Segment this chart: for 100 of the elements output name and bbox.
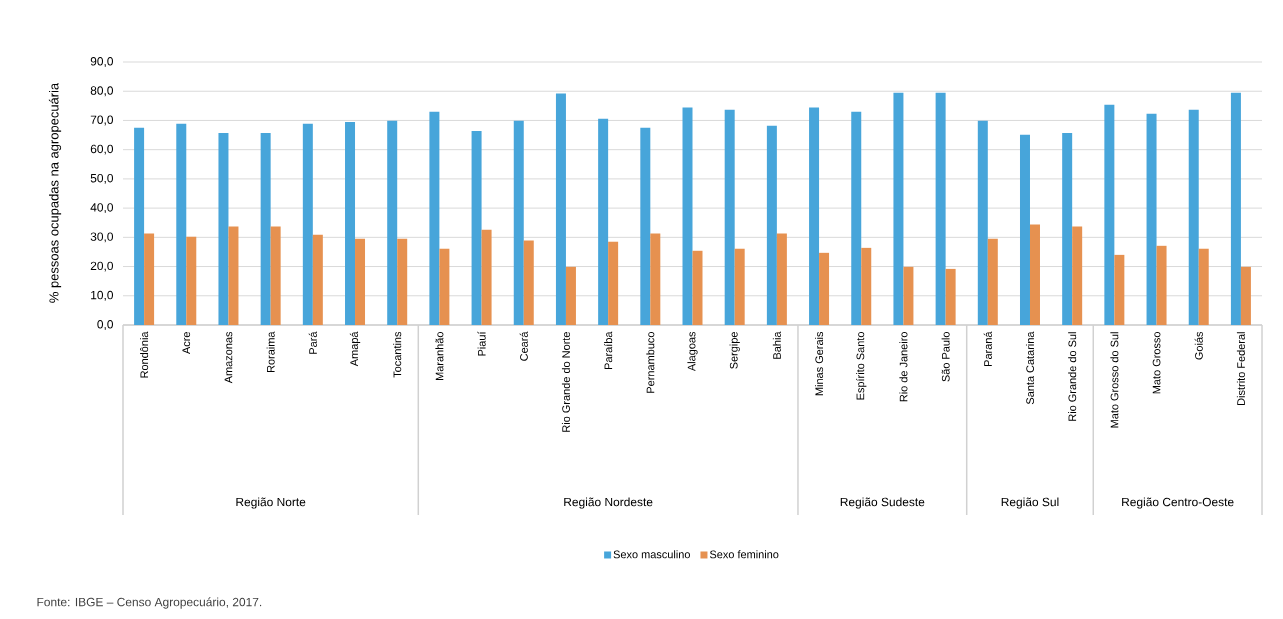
- x-tick-label: Espírito Santo: [856, 332, 867, 400]
- x-tick-label: Bahia: [772, 331, 781, 359]
- x-tick-label: Paraíba: [604, 331, 613, 369]
- bar: [176, 123, 187, 325]
- bar: [861, 247, 872, 325]
- bar: [1029, 224, 1040, 325]
- y-tick-label: 0,0: [97, 320, 114, 330]
- y-tick-label: 70,0: [90, 115, 114, 126]
- bar: [935, 92, 946, 325]
- bar: [481, 229, 492, 325]
- x-tick-label: Maranhão: [435, 332, 444, 380]
- bar: [724, 109, 735, 325]
- bar: [809, 107, 820, 325]
- source-note: Fonte: IBGE – Censo Agropecuário, 2017.: [37, 597, 262, 609]
- bar: [218, 133, 229, 325]
- x-tick-label: Paraná: [983, 331, 992, 366]
- bar: [608, 241, 619, 325]
- bar: [471, 130, 482, 325]
- bar: [776, 233, 787, 325]
- bar: [387, 120, 398, 325]
- bar: [1146, 113, 1157, 325]
- bar: [355, 238, 366, 325]
- bar: [893, 92, 904, 325]
- x-tick-label: Santa Catarina: [1025, 331, 1035, 405]
- bar: [565, 266, 576, 325]
- bar: [1230, 92, 1241, 325]
- bar: [1114, 254, 1125, 325]
- bar: [523, 240, 534, 325]
- bar: [734, 248, 745, 325]
- x-tick-label: Rio de Janeiro: [899, 332, 908, 402]
- text: Região Sul: [1001, 497, 1059, 509]
- bar: [819, 252, 830, 325]
- x-tick-label: Pernambuco: [646, 332, 655, 393]
- y-tick-label: 90,0: [90, 57, 114, 67]
- legend-label: Sexo masculino: [613, 550, 690, 559]
- bar: [302, 123, 313, 325]
- bar: [766, 125, 777, 325]
- text: Região Norte: [236, 497, 306, 509]
- bar: [134, 127, 145, 325]
- text: Região Nordeste: [564, 497, 653, 509]
- bar: [345, 121, 356, 325]
- bar: [851, 111, 862, 325]
- bar: [1198, 248, 1209, 325]
- x-tick-label: Mato Grosso do Sul: [1110, 332, 1119, 428]
- x-tick-label: Distrito Federal: [1236, 332, 1245, 405]
- x-tick-label: São Paulo: [941, 332, 950, 382]
- bar: [1104, 104, 1115, 325]
- x-tick-label: Goiás: [1194, 331, 1203, 360]
- bar: [186, 236, 197, 325]
- x-tick-label: Minas Gerais: [815, 331, 824, 396]
- x-tick-label: Sergipe: [729, 332, 740, 369]
- x-tick-label: Amapá: [349, 331, 361, 367]
- y-tick-label: 80,0: [90, 86, 114, 97]
- x-tick-label: Piauí: [477, 331, 486, 356]
- text: Região Centro-Oeste: [1122, 497, 1234, 509]
- bar: [397, 238, 408, 325]
- x-tick-label: Mato Grosso: [1152, 332, 1161, 394]
- x-tick-label: Ceará: [519, 331, 528, 361]
- y-axis-title: % pessoas ocupadas na agropecuária: [48, 82, 62, 303]
- y-tick-label: 40,0: [90, 203, 114, 214]
- bar: [1062, 133, 1073, 325]
- y-tick-label: 10,0: [91, 290, 114, 301]
- bar: [439, 248, 450, 325]
- bar: [650, 233, 661, 325]
- x-tick-label: Roraima: [266, 331, 275, 373]
- bar: [260, 133, 271, 325]
- x-tick-label: Pará: [308, 331, 317, 354]
- bar: [987, 238, 998, 325]
- bar: [598, 118, 609, 325]
- legend-label: Sexo feminino: [709, 550, 779, 559]
- bar: [640, 127, 651, 325]
- bar: [270, 226, 281, 325]
- bar: [429, 111, 440, 325]
- bar: [903, 266, 914, 325]
- y-tick-label: 20,0: [90, 261, 114, 272]
- y-tick-label: 60,0: [90, 144, 114, 155]
- x-tick-label: Acre: [182, 332, 191, 355]
- y-tick-label: 30,0: [90, 232, 114, 243]
- bar: [1156, 245, 1167, 325]
- x-tick-label: Alagoas: [687, 331, 698, 372]
- bar: [555, 93, 566, 325]
- x-tick-label: Rio Grande do Norte: [561, 332, 570, 432]
- bar: [312, 234, 323, 325]
- y-tick-label: 50,0: [90, 173, 114, 184]
- x-tick-label: Rio Grande do Sul: [1068, 332, 1077, 421]
- bar: [945, 268, 956, 325]
- bar: [682, 107, 693, 325]
- bar: [1019, 134, 1030, 325]
- bar: [977, 120, 988, 325]
- text: Região Sudeste: [840, 497, 925, 509]
- bar: [692, 250, 703, 325]
- x-tick-label: Rondônia: [140, 331, 149, 378]
- x-tick-label: Amazonas: [224, 331, 233, 384]
- bar: [228, 226, 239, 325]
- bar: [513, 120, 524, 325]
- bar: [1072, 226, 1083, 325]
- bar: [144, 233, 155, 325]
- bar: [1240, 266, 1251, 325]
- bar: [1188, 109, 1199, 325]
- x-tick-label: Tocantins: [393, 331, 402, 378]
